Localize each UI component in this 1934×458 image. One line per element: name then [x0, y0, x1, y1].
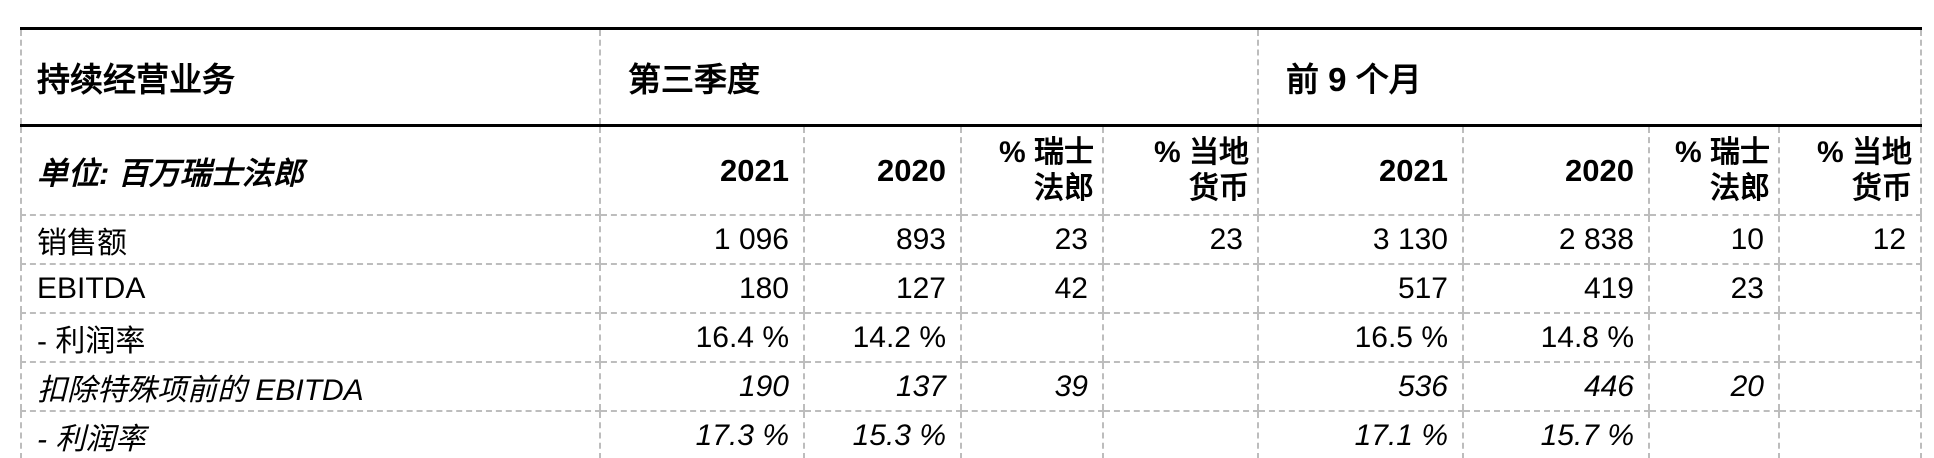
financial-results-table: 持续经营业务 第三季度 前 9 个月 单位: 百万瑞士法郎 2021 2020 … [20, 27, 1923, 458]
cell-value: 23 [960, 215, 1103, 265]
col-header-9m-2021: 2021 [1257, 125, 1463, 216]
cell-value [1648, 411, 1779, 458]
cell-value: 15.7 % [1462, 411, 1649, 458]
cell-value: 42 [960, 264, 1103, 314]
cell-value: 23 [1648, 264, 1779, 314]
cell-value: 190 [599, 362, 804, 412]
cell-value: 14.2 % [803, 313, 961, 363]
cell-value: 15.3 % [803, 411, 961, 458]
cell-value: 2 838 [1462, 215, 1649, 265]
cell-value [1777, 411, 1922, 458]
table-row-ebitda: EBITDA 180 127 42 517 419 23 [21, 264, 1922, 314]
cell-value: 137 [803, 362, 961, 412]
cell-value: 17.1 % [1257, 411, 1463, 458]
col-header-9m-pct-chf: % 瑞士 法郎 [1648, 125, 1779, 216]
cell-value: 14.8 % [1462, 313, 1649, 363]
cell-value: 419 [1462, 264, 1649, 314]
unit-label: 单位: 百万瑞士法郎 [21, 125, 600, 216]
table-row-margin-before-specials: - 利润率 17.3 % 15.3 % 17.1 % 15.7 % [21, 411, 1922, 458]
cell-value: 20 [1648, 362, 1779, 412]
row-label: - 利润率 [37, 422, 146, 456]
cell-value [1102, 411, 1258, 458]
row-label: - 利润率 [21, 313, 600, 363]
row-label: EBITDA [21, 264, 600, 314]
cell-value [1777, 362, 1922, 412]
col-header-q3-2021: 2021 [599, 125, 804, 216]
cell-value [1102, 264, 1258, 314]
table-row-ebitda-before-specials: 扣除特殊项前的 EBITDA 190 137 39 536 446 20 [21, 362, 1922, 412]
cell-value: 517 [1257, 264, 1463, 314]
col-header-q3-pct-local: % 当地 货币 [1102, 125, 1258, 216]
section-header-9m: 前 9 个月 [1256, 28, 1922, 127]
cell-value: 16.4 % [599, 313, 804, 363]
row-label: 销售额 [21, 215, 600, 265]
cell-value: 893 [803, 215, 961, 265]
cell-value: 23 [1102, 215, 1258, 265]
cell-value [1648, 313, 1779, 363]
cell-value [1102, 362, 1258, 412]
table-row-sales: 销售额 1 096 893 23 23 3 130 2 838 10 12 [21, 215, 1922, 265]
cell-value [1102, 313, 1258, 363]
col-header-q3-pct-chf: % 瑞士 法郎 [960, 125, 1103, 216]
cell-value [1777, 313, 1922, 363]
corner-title: 持续经营业务 [21, 28, 600, 127]
cell-value [960, 313, 1103, 363]
cell-value: 180 [599, 264, 804, 314]
cell-value: 127 [803, 264, 961, 314]
cell-value: 10 [1648, 215, 1779, 265]
cell-value: 17.3 % [599, 411, 804, 458]
cell-value: 16.5 % [1257, 313, 1463, 363]
cell-value: 536 [1257, 362, 1463, 412]
col-header-q3-2020: 2020 [803, 125, 961, 216]
cell-value: 1 096 [599, 215, 804, 265]
col-header-9m-pct-local: % 当地 货币 [1777, 125, 1922, 216]
col-header-9m-2020: 2020 [1462, 125, 1649, 216]
column-header-row: 单位: 百万瑞士法郎 2021 2020 % 瑞士 法郎 % 当地 货币 202… [21, 125, 1922, 216]
cell-value: 3 130 [1257, 215, 1463, 265]
cell-value: 446 [1462, 362, 1649, 412]
row-label: 扣除特殊项前的 EBITDA [21, 362, 600, 412]
table-row-ebitda-margin: - 利润率 16.4 % 14.2 % 16.5 % 14.8 % [21, 313, 1922, 363]
cell-value [1777, 264, 1922, 314]
section-header-row: 持续经营业务 第三季度 前 9 个月 [21, 28, 1922, 127]
section-header-q3: 第三季度 [599, 28, 1258, 127]
cell-value: 12 [1777, 215, 1922, 265]
cell-value: 39 [960, 362, 1103, 412]
cell-value [960, 411, 1103, 458]
